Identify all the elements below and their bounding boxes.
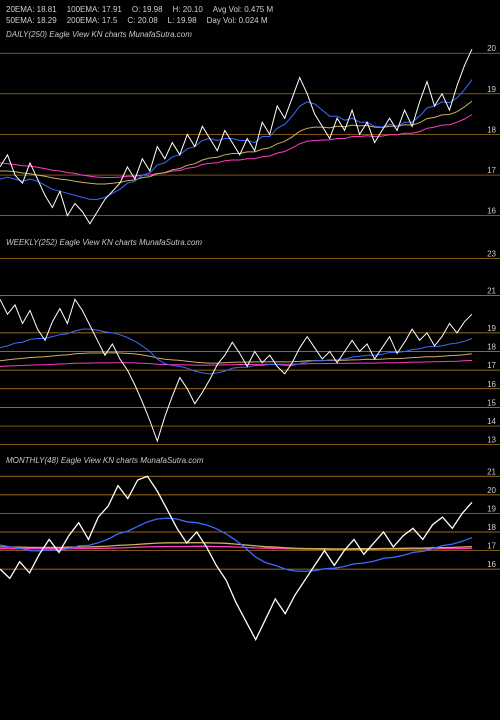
axis-tick-label: 17	[487, 361, 496, 370]
stat-item: 20EMA: 18.81	[6, 5, 57, 14]
ema200-line	[0, 360, 472, 366]
axis-tick-label: 19	[487, 504, 496, 513]
axis-tick-label: 17	[487, 542, 496, 551]
stat-item: Day Vol: 0.024 M	[207, 16, 268, 25]
axis-tick-label: 19	[487, 85, 496, 94]
chart-svg: 16 17 18 19 20	[0, 41, 500, 236]
axis-tick-label: 19	[487, 324, 496, 333]
axis-tick-label: 21	[487, 287, 496, 296]
axis-tick-label: 14	[487, 417, 496, 426]
chart-section: MONTHLY(48) Eagle View KN charts MunafaS…	[0, 454, 500, 662]
chart-title: WEEKLY(252) Eagle View KN charts MunafaS…	[0, 236, 500, 249]
axis-tick-label: 18	[487, 523, 496, 532]
ema20-line	[0, 80, 472, 200]
stat-item: Avg Vol: 0.475 M	[213, 5, 273, 14]
header-stats: 20EMA: 18.81 100EMA: 17.91 O: 19.98 H: 20.1…	[0, 0, 500, 28]
chart-svg: 16 17 18 19 20 21	[0, 467, 500, 662]
stat-item: 50EMA: 18.29	[6, 16, 57, 25]
axis-tick-label: 20	[487, 486, 496, 495]
axis-tick-label: 16	[487, 560, 496, 569]
axis-tick-label: 18	[487, 125, 496, 134]
axis-tick-label: 17	[487, 166, 496, 175]
axis-tick-label: 20	[487, 44, 496, 53]
chart-section: DAILY(250) Eagle View KN charts MunafaSu…	[0, 28, 500, 236]
axis-tick-label: 18	[487, 343, 496, 352]
ema100-line	[0, 353, 472, 363]
ema100-line	[0, 101, 472, 184]
price-line	[0, 476, 472, 639]
price-line	[0, 49, 472, 224]
stat-item: 100EMA: 17.91	[67, 5, 122, 14]
stat-item: L: 19.98	[168, 16, 197, 25]
stat-item: O: 19.98	[132, 5, 163, 14]
chart-section: WEEKLY(252) Eagle View KN charts MunafaS…	[0, 236, 500, 454]
stat-item: 200EMA: 17.5	[67, 16, 118, 25]
axis-tick-label: 21	[487, 467, 496, 476]
chart-title: DAILY(250) Eagle View KN charts MunafaSu…	[0, 28, 500, 41]
chart-svg: 13 14 15 16 17 18 19 21 23	[0, 249, 500, 454]
axis-tick-label: 16	[487, 380, 496, 389]
charts-container: DAILY(250) Eagle View KN charts MunafaSu…	[0, 28, 500, 662]
chart-title: MONTHLY(48) Eagle View KN charts MunafaS…	[0, 454, 500, 467]
stat-item: H: 20.10	[173, 5, 203, 14]
axis-tick-label: 23	[487, 249, 496, 258]
axis-tick-label: 15	[487, 398, 496, 407]
axis-tick-label: 13	[487, 436, 496, 445]
axis-tick-label: 16	[487, 207, 496, 216]
stat-item: C: 20.08	[127, 16, 157, 25]
